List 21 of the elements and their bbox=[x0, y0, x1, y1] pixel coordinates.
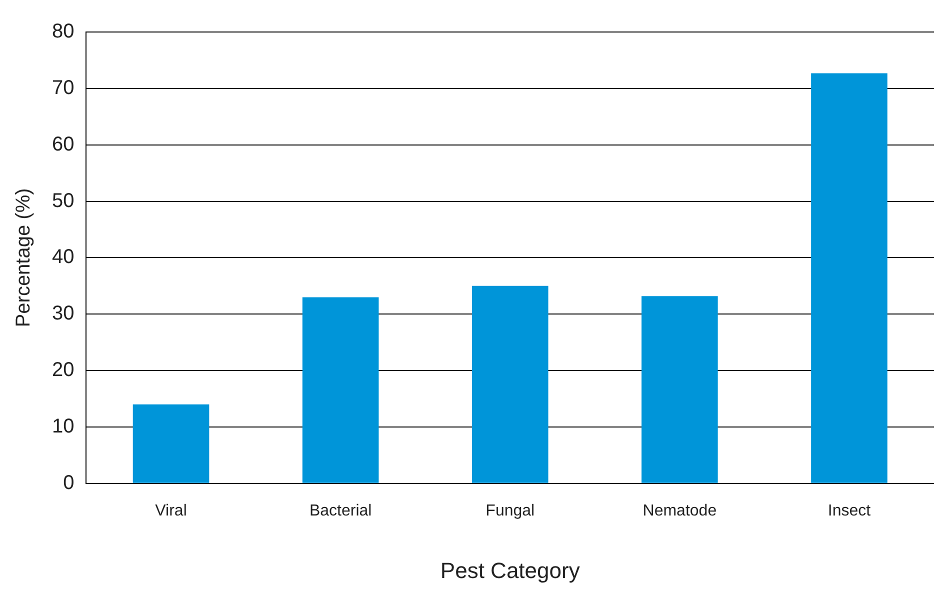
y-tick-label: 70 bbox=[52, 76, 74, 99]
y-tick-label: 0 bbox=[63, 472, 74, 494]
y-tick-label: 40 bbox=[52, 246, 74, 268]
y-tick-label: 30 bbox=[52, 302, 74, 325]
x-tick-label: Viral bbox=[155, 502, 187, 520]
x-tick-label: Fungal bbox=[486, 502, 535, 520]
x-tick-label: Insect bbox=[828, 502, 872, 520]
x-tick-label: Bacterial bbox=[309, 502, 372, 520]
bar bbox=[302, 297, 379, 483]
y-tick-label: 10 bbox=[52, 415, 74, 438]
y-tick-label: 20 bbox=[52, 359, 74, 382]
y-axis-title: Percentage (%) bbox=[12, 188, 35, 328]
x-tick-label: Nematode bbox=[642, 502, 717, 520]
y-tick-label: 60 bbox=[52, 133, 74, 156]
x-axis-title: Pest Category bbox=[440, 558, 580, 583]
bar bbox=[472, 286, 548, 483]
y-tick-label: 50 bbox=[52, 190, 74, 212]
bar bbox=[132, 404, 210, 483]
bar bbox=[642, 296, 718, 483]
y-tick-label: 80 bbox=[52, 20, 74, 43]
bar bbox=[811, 73, 888, 483]
